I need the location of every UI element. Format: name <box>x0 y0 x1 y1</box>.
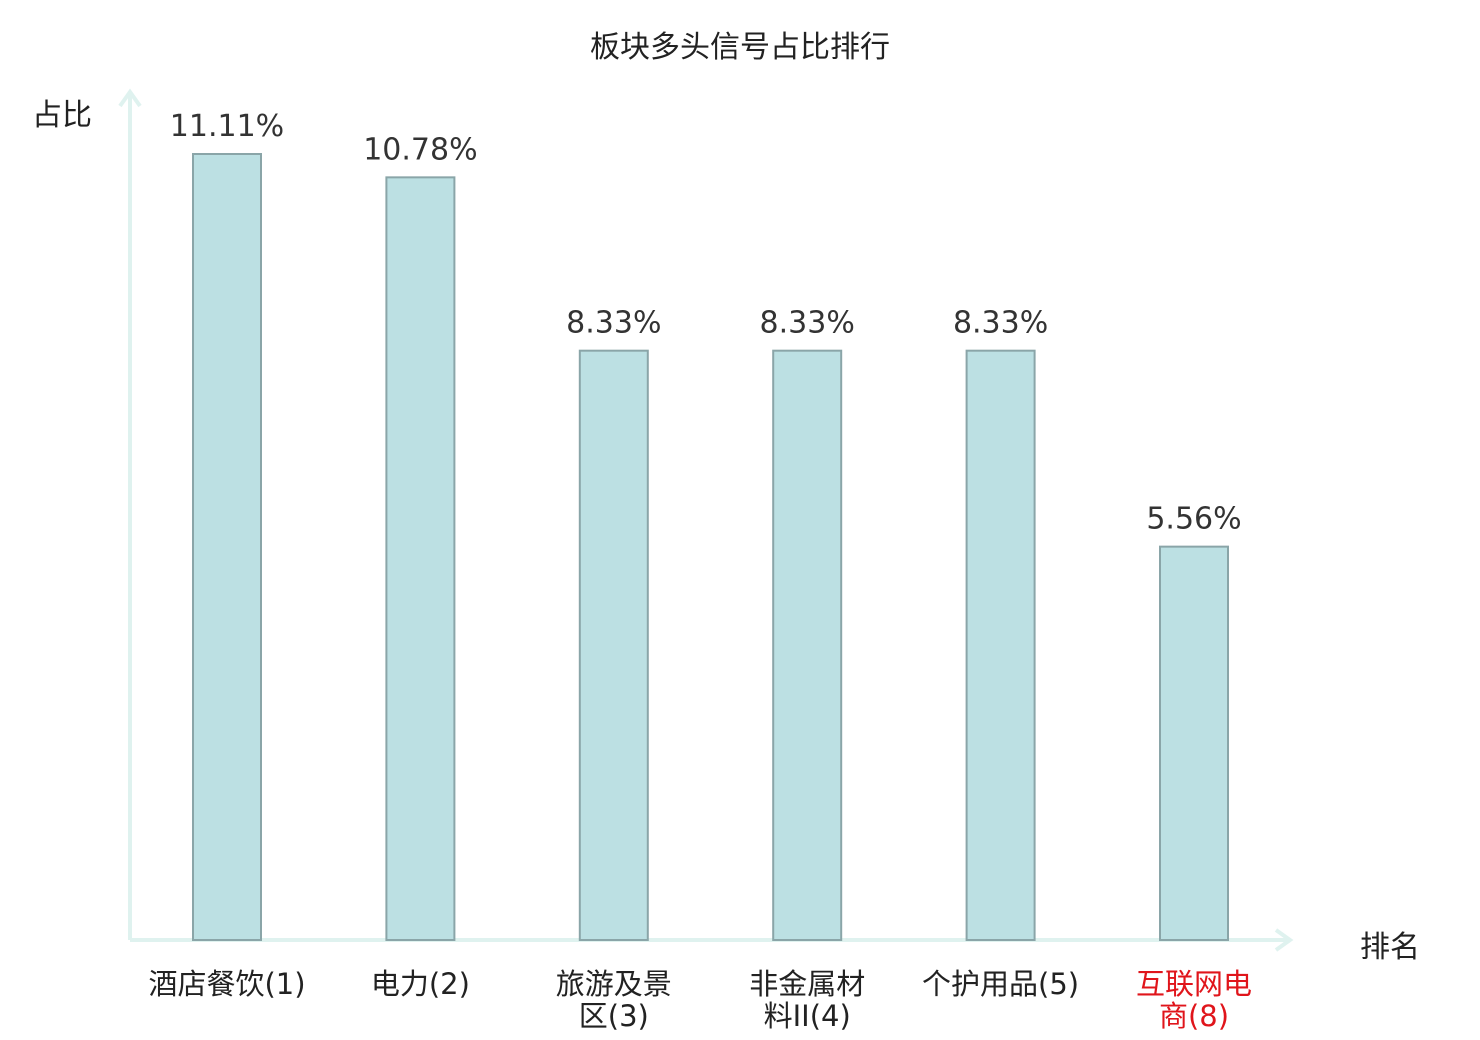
bar <box>965 349 1036 941</box>
data-label: 11.11% <box>170 109 284 144</box>
x-tick-label: 非金属材料II(4) <box>749 967 865 1033</box>
y-axis-arrow <box>118 88 142 108</box>
data-label: 10.78% <box>363 132 477 167</box>
x-axis-arrow <box>1274 928 1294 952</box>
x-tick-label: 个护用品(5) <box>922 967 1079 1001</box>
x-tick-label: 酒店餐饮(1) <box>148 967 305 1001</box>
bar <box>772 349 843 941</box>
y-axis-label: 占比 <box>32 98 92 133</box>
data-label: 8.33% <box>953 306 1048 341</box>
x-tick-label: 电力(2) <box>371 967 470 1001</box>
bar <box>192 153 262 941</box>
x-tick-label: 旅游及景区(3) <box>556 967 672 1033</box>
bar <box>578 349 649 941</box>
data-label: 8.33% <box>760 306 855 341</box>
data-label: 8.33% <box>566 306 661 341</box>
bar <box>1159 545 1229 941</box>
x-tick-label: 互联网电商(8) <box>1136 967 1252 1033</box>
data-label: 5.56% <box>1146 502 1241 537</box>
bar <box>385 176 456 941</box>
x-axis-label: 排名 <box>1360 930 1420 965</box>
chart-title: 板块多头信号占比排行 <box>590 30 890 65</box>
